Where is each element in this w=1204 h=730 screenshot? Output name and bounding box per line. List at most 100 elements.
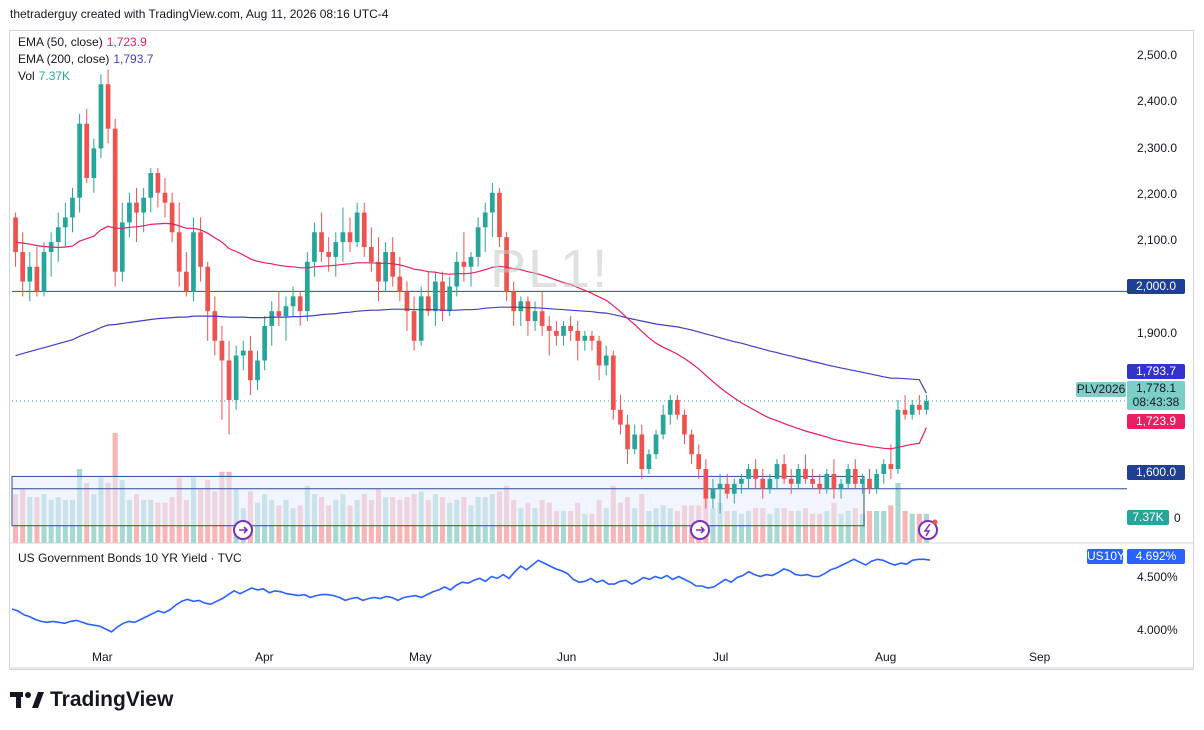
candle-body [525,301,531,322]
candle-body [425,296,431,312]
candle-body [468,256,474,267]
candle-body [141,197,146,213]
candle-body [418,296,424,341]
candle-body [682,414,687,435]
candle-body [831,473,837,489]
candle-body [205,266,211,312]
price-tick: 2,300.0 [1137,141,1178,155]
candle-body [916,404,922,410]
candle-body [262,325,267,361]
volume-bar [767,513,773,543]
candle-body [618,409,623,425]
volume-bar [881,511,887,543]
candle-body [212,311,218,341]
ema50-line [15,222,927,450]
candle-body [233,355,239,400]
candle-body [226,360,232,400]
candle-body [603,355,609,366]
candle-body [20,251,26,282]
ema200-line [15,306,927,394]
last-price-tag: 1,778.1 08:43:38 [1127,381,1185,410]
candle-body [312,232,317,262]
volume-tag: 7.37K [1127,510,1169,525]
candle-body [852,469,858,484]
candle-body [333,242,339,257]
candle-body [91,148,97,178]
candle-body [689,434,694,455]
time-label: Jul [713,650,729,664]
volume-bar [745,511,752,543]
time-label: Jun [557,650,577,664]
volume-bar [582,513,588,543]
candle-body [376,261,381,282]
volume-bar [646,511,652,543]
candle-body [198,232,203,267]
legend-ema50[interactable]: EMA (50, close) 1,723.9 [18,35,147,49]
legend-vol[interactable]: Vol 7.37K [18,69,70,83]
volume-bar [738,513,744,543]
candle-body [589,335,595,341]
candle-body [127,202,132,223]
legend-ema50-label: EMA (50, close) [18,35,103,49]
volume-bar [824,511,830,543]
tradingview-brand: TradingView [50,688,174,711]
candle-body [888,464,894,470]
candle-body [554,330,559,336]
candle-body [511,291,517,312]
candle-body [13,217,18,252]
symbol-tag: PLV2026 [1076,382,1126,397]
candle-body [55,227,61,243]
candle-body [304,261,310,312]
candle-body [283,306,289,317]
candle-body [625,424,630,450]
candle-body [297,296,303,312]
candle-body [767,478,773,489]
candle-body [184,271,189,292]
legend-vol-label: Vol [18,69,35,83]
candle-body [155,173,161,193]
volume-bar [888,505,894,543]
candle-body [717,483,723,489]
lower-pane-title: US Government Bonds 10 YR Yield · TVC [18,551,242,565]
tradingview-logo[interactable]: TradingView [10,688,173,712]
candle-body [361,212,367,248]
legend-ema200-label: EMA (200, close) [18,52,110,66]
candle-body [632,434,638,450]
candle-body [739,478,744,484]
volume-bar [788,511,794,543]
candle-body [881,464,887,474]
candle-body [461,261,467,267]
candle-body [724,483,730,494]
candle-body [582,335,588,341]
candle-body [290,296,296,307]
candle-body [610,355,616,410]
level-1600-tag: 1,600.0 [1127,465,1185,480]
candle-body [34,266,40,292]
candle-body [70,197,75,218]
candle-body [411,311,417,341]
notification-dot-icon [932,519,938,525]
candle-body [561,325,566,336]
volume-bar [560,511,567,543]
volume-bar [838,513,844,543]
candle-body [817,483,823,489]
candle-body [639,434,645,470]
candle-body [810,478,815,484]
time-label: Apr [255,650,274,664]
volume-axis-tick: 0 [1174,511,1181,525]
candle-body [845,469,851,484]
earnings-marker-icon [918,520,938,540]
candle-body [340,232,346,243]
chart-frame [9,30,1194,670]
legend-ema200[interactable]: EMA (200, close) 1,793.7 [18,52,153,66]
candle-body [162,192,168,203]
candle-body [134,202,139,213]
candle-body [176,232,182,272]
volume-bar [731,511,737,543]
candle-body [354,212,360,243]
candle-body [240,350,246,356]
volume-bar [909,513,915,543]
candle-body [77,123,82,198]
candle-body [838,483,844,489]
